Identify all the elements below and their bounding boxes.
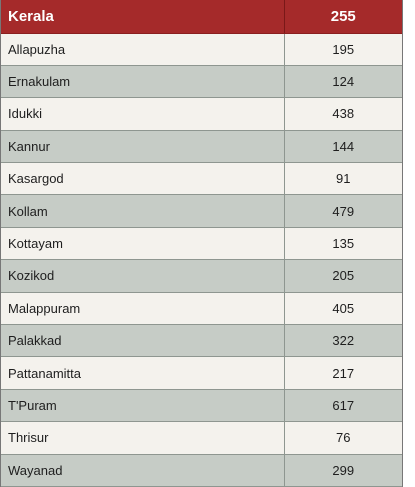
table-row: Ernakulam 124 xyxy=(1,65,402,99)
district-value: 144 xyxy=(284,130,402,164)
district-name: Palakkad xyxy=(1,324,285,358)
table-row: Pattanamitta 217 xyxy=(1,356,402,390)
district-value: 322 xyxy=(284,324,402,358)
table-row: Malappuram 405 xyxy=(1,292,402,326)
district-name: Thrisur xyxy=(1,421,285,455)
district-value: 135 xyxy=(284,227,402,261)
table-body: Allapuzha 195 Ernakulam 124 Idukki 438 K… xyxy=(1,33,402,487)
district-value: 195 xyxy=(284,33,402,66)
table-row: Wayanad 299 xyxy=(1,454,402,487)
table-row: Thrisur 76 xyxy=(1,421,402,455)
table-row: Kasargod 91 xyxy=(1,162,402,196)
district-name: Ernakulam xyxy=(1,65,285,99)
district-table: Kerala 255 Allapuzha 195 Ernakulam 124 I… xyxy=(1,0,402,487)
district-value: 405 xyxy=(284,292,402,326)
district-name: T'Puram xyxy=(1,389,285,423)
district-value: 617 xyxy=(284,389,402,423)
district-value: 124 xyxy=(284,65,402,99)
district-name: Malappuram xyxy=(1,292,285,326)
district-value: 217 xyxy=(284,356,402,390)
district-name: Kollam xyxy=(1,194,285,228)
table-row: Kozikod 205 xyxy=(1,259,402,293)
table-header: Kerala 255 xyxy=(1,0,402,34)
district-name: Allapuzha xyxy=(1,33,285,66)
district-name: Wayanad xyxy=(1,454,285,487)
table-row: Kannur 144 xyxy=(1,130,402,164)
district-value: 205 xyxy=(284,259,402,293)
table-row: Kollam 479 xyxy=(1,194,402,228)
district-name: Kasargod xyxy=(1,162,285,196)
district-name: Kottayam xyxy=(1,227,285,261)
district-name: Kannur xyxy=(1,130,285,164)
district-value: 299 xyxy=(284,454,402,487)
district-name: Idukki xyxy=(1,97,285,131)
district-value: 91 xyxy=(284,162,402,196)
district-value: 438 xyxy=(284,97,402,131)
header-state-value: 255 xyxy=(284,0,402,34)
header-state-name: Kerala xyxy=(1,0,285,34)
district-name: Kozikod xyxy=(1,259,285,293)
district-value: 76 xyxy=(284,421,402,455)
header-row: Kerala 255 xyxy=(1,0,402,34)
table-row: Kottayam 135 xyxy=(1,227,402,261)
district-table-container: Kerala 255 Allapuzha 195 Ernakulam 124 I… xyxy=(0,0,403,487)
table-row: T'Puram 617 xyxy=(1,389,402,423)
table-row: Palakkad 322 xyxy=(1,324,402,358)
table-row: Allapuzha 195 xyxy=(1,33,402,66)
district-name: Pattanamitta xyxy=(1,356,285,390)
district-value: 479 xyxy=(284,194,402,228)
table-row: Idukki 438 xyxy=(1,97,402,131)
